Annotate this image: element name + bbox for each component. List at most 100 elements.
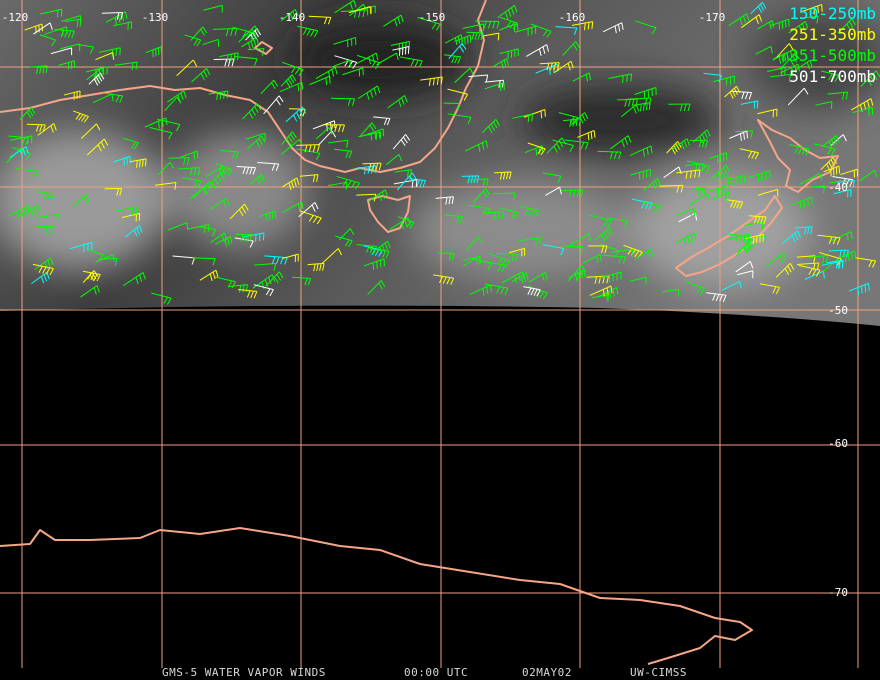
barb-feather xyxy=(827,147,832,155)
barb-shaft xyxy=(383,14,402,27)
barb-feather xyxy=(375,132,378,141)
barb-feather xyxy=(464,37,466,45)
barb-feather xyxy=(131,207,134,216)
barb-feather xyxy=(445,197,448,205)
wind-barb xyxy=(435,196,454,205)
barb-feather xyxy=(746,130,749,139)
barb-shaft xyxy=(164,96,178,112)
barb-feather xyxy=(495,119,500,127)
barb-feather xyxy=(291,74,297,82)
barb-shaft xyxy=(241,37,257,48)
barb-feather xyxy=(371,166,373,174)
barb-feather xyxy=(27,210,31,218)
barb-shaft xyxy=(571,21,593,26)
barb-feather xyxy=(372,54,375,63)
barb-feather xyxy=(601,234,606,242)
barb-feather xyxy=(572,43,578,51)
barb-shaft xyxy=(634,86,657,95)
barb-feather xyxy=(42,65,45,74)
barb-feather xyxy=(832,157,838,165)
barb-shaft xyxy=(567,265,582,282)
barb-shaft xyxy=(64,18,82,23)
barb-feather xyxy=(248,111,254,119)
barb-shaft xyxy=(253,284,274,291)
barb-feather xyxy=(651,27,657,35)
barb-feather xyxy=(561,137,567,145)
wind-barb xyxy=(257,161,280,172)
barb-feather xyxy=(477,32,481,40)
barb-shaft xyxy=(770,73,791,78)
barb-feather xyxy=(745,244,750,252)
barb-feather xyxy=(570,61,574,69)
wind-barb xyxy=(92,93,114,104)
barb-shaft xyxy=(155,181,176,186)
barb-feather xyxy=(819,173,823,181)
barb-shaft xyxy=(168,222,188,231)
barb-feather xyxy=(569,190,572,198)
wind-barb xyxy=(509,247,526,257)
wind-barb xyxy=(299,210,322,225)
barb-feather xyxy=(728,191,731,200)
barb-feather xyxy=(618,256,622,264)
barb-shaft xyxy=(297,25,318,32)
barb-feather xyxy=(311,204,316,212)
wind-barb xyxy=(555,26,578,36)
barb-feather xyxy=(141,159,144,167)
barb-feather xyxy=(396,52,399,61)
barb-feather xyxy=(531,209,536,217)
barb-shaft xyxy=(167,90,185,103)
barb-feather xyxy=(807,226,810,235)
barb-feather xyxy=(454,56,459,64)
barb-feather xyxy=(367,166,370,174)
wind-barb xyxy=(848,282,870,295)
barb-shaft xyxy=(187,224,209,230)
barb-shaft xyxy=(686,160,710,167)
barb-feather xyxy=(167,297,172,305)
barb-feather xyxy=(224,59,228,67)
barb-feather xyxy=(516,23,519,31)
barb-feather xyxy=(358,10,361,18)
barb-feather xyxy=(872,260,877,268)
barb-feather xyxy=(418,60,423,68)
barb-feather xyxy=(469,67,474,75)
wind-barb xyxy=(591,294,609,303)
barb-feather xyxy=(223,232,228,240)
barb-feather xyxy=(230,54,232,62)
barb-shaft xyxy=(86,66,108,73)
barb-feather xyxy=(251,28,256,36)
barb-feather xyxy=(799,201,802,209)
barb-shaft xyxy=(494,171,512,174)
barb-feather xyxy=(825,255,829,263)
barb-shaft xyxy=(470,257,492,265)
barb-feather xyxy=(846,23,851,31)
barb-shaft xyxy=(420,76,443,81)
barb-feather xyxy=(251,109,256,116)
barb-feather xyxy=(377,85,381,94)
barb-feather xyxy=(863,102,867,110)
barb-shaft xyxy=(299,210,322,219)
barb-feather xyxy=(328,127,333,135)
barb-shaft xyxy=(535,63,558,74)
barb-shaft xyxy=(44,26,67,35)
barb-feather xyxy=(624,137,629,145)
barb-shaft xyxy=(342,67,364,76)
barb-feather xyxy=(254,58,258,66)
barb-feather xyxy=(256,103,262,111)
barb-feather xyxy=(607,220,612,228)
barb-shaft xyxy=(828,249,849,252)
barb-feather xyxy=(27,205,31,213)
kangaroo-island xyxy=(254,41,273,55)
barb-shaft xyxy=(790,196,812,206)
wind-barb xyxy=(671,138,690,150)
barb-shaft xyxy=(210,232,225,243)
barb-shaft xyxy=(848,282,869,292)
barb-feather xyxy=(327,17,332,25)
barb-feather xyxy=(685,171,688,179)
wind-barb xyxy=(208,90,229,100)
barb-feather xyxy=(645,103,648,111)
wind-barb xyxy=(789,144,810,156)
barb-feather xyxy=(114,258,118,266)
wind-barb xyxy=(488,253,511,267)
barb-feather xyxy=(613,151,618,160)
barb-feather xyxy=(227,237,230,245)
